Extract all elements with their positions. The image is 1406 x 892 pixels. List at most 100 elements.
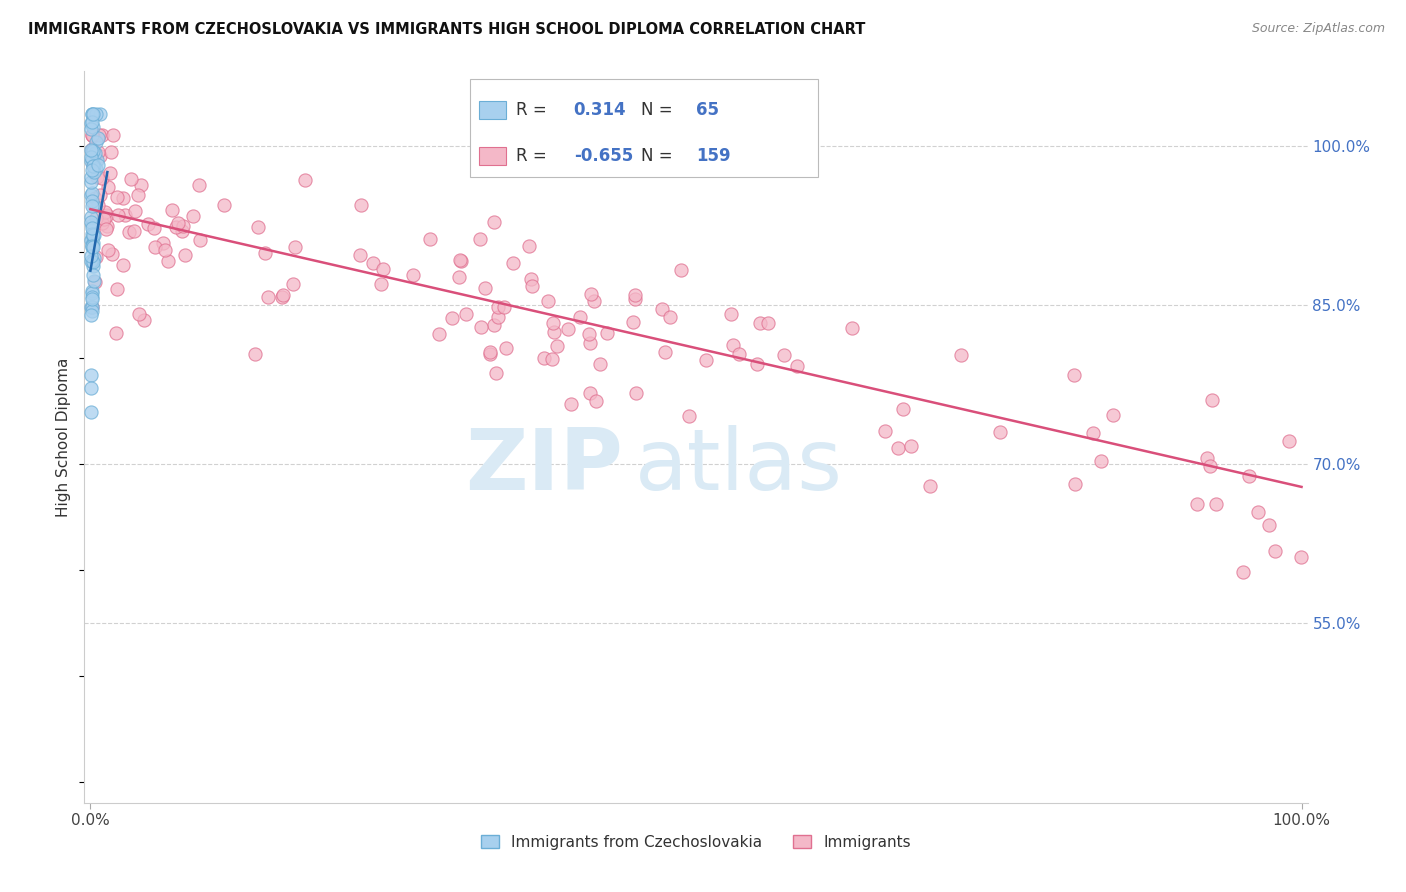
Point — [80, 128, 103, 142]
Point — [720, 307, 742, 321]
Point — [80, 292, 103, 306]
Point — [1201, 392, 1223, 407]
Point — [1081, 426, 1104, 441]
Point — [83, 165, 105, 179]
Point — [582, 294, 605, 309]
Point — [80, 253, 103, 268]
Point — [560, 397, 582, 411]
Point — [167, 216, 190, 230]
Point — [82, 236, 104, 251]
Point — [86, 197, 108, 211]
Point — [80, 303, 103, 318]
Point — [136, 217, 159, 231]
Point — [97, 243, 120, 257]
Point — [361, 256, 384, 270]
Point — [540, 352, 562, 367]
Point — [949, 347, 972, 361]
Point — [669, 263, 692, 277]
Point — [370, 277, 392, 292]
Point — [97, 179, 120, 194]
Point — [84, 250, 107, 264]
Point — [80, 199, 103, 213]
Point — [80, 153, 103, 168]
Point — [84, 161, 107, 176]
Point — [162, 202, 184, 217]
Point — [94, 205, 117, 219]
Point — [402, 268, 425, 282]
Point — [1063, 477, 1085, 491]
Point — [1232, 565, 1254, 579]
Point — [271, 288, 294, 302]
Point — [482, 215, 505, 229]
Point — [82, 107, 104, 121]
Point — [350, 198, 373, 212]
Point — [86, 130, 108, 145]
Point — [87, 145, 110, 159]
Point — [373, 261, 395, 276]
Point — [589, 357, 612, 371]
Text: ZIP: ZIP — [465, 425, 623, 508]
Point — [474, 281, 496, 295]
Point — [174, 248, 197, 262]
Point — [1247, 505, 1270, 519]
Point — [654, 345, 676, 359]
Point — [143, 220, 166, 235]
Y-axis label: High School Diploma: High School Diploma — [56, 358, 72, 516]
Point — [165, 219, 187, 234]
Point — [80, 405, 103, 419]
Point — [80, 381, 103, 395]
Text: Source: ZipAtlas.com: Source: ZipAtlas.com — [1251, 22, 1385, 36]
Point — [82, 145, 104, 159]
Point — [84, 211, 107, 225]
Point — [569, 310, 592, 324]
Point — [1237, 468, 1260, 483]
Point — [82, 153, 104, 167]
Point — [1264, 544, 1286, 558]
Point — [157, 254, 180, 268]
Point — [82, 284, 104, 298]
Point — [82, 120, 104, 135]
Point — [127, 188, 149, 202]
Point — [152, 235, 174, 250]
Point — [79, 210, 101, 224]
Point — [83, 146, 105, 161]
Point — [873, 424, 896, 438]
Point — [79, 368, 101, 382]
Point — [419, 232, 441, 246]
Point — [82, 285, 104, 300]
Point — [89, 148, 111, 162]
Point — [349, 248, 371, 262]
Point — [773, 348, 796, 362]
Point — [82, 228, 104, 243]
Point — [84, 136, 107, 150]
Point — [82, 268, 104, 282]
Point — [82, 254, 104, 268]
Point — [117, 225, 139, 239]
Point — [1102, 409, 1125, 423]
Point — [82, 254, 104, 268]
Point — [143, 240, 166, 254]
Text: N =: N = — [641, 102, 678, 120]
Point — [82, 158, 104, 172]
Point — [441, 310, 464, 325]
Point — [546, 338, 568, 352]
Point — [484, 318, 506, 333]
Point — [82, 219, 104, 233]
Point — [1063, 368, 1085, 383]
Point — [257, 289, 280, 303]
Point — [84, 107, 107, 121]
Point — [80, 227, 103, 241]
Text: 0.314: 0.314 — [574, 102, 626, 120]
Text: atlas: atlas — [636, 425, 842, 508]
Point — [80, 301, 103, 315]
Point — [172, 219, 194, 234]
Point — [124, 203, 146, 218]
Point — [80, 231, 103, 245]
Point — [80, 301, 103, 315]
Text: -0.655: -0.655 — [574, 146, 633, 165]
Point — [96, 219, 118, 234]
Point — [101, 246, 124, 260]
Point — [1197, 451, 1219, 466]
Point — [578, 385, 600, 400]
Point — [80, 115, 103, 129]
